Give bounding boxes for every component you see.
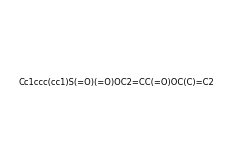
Text: Cc1ccc(cc1)S(=O)(=O)OC2=CC(=O)OC(C)=C2: Cc1ccc(cc1)S(=O)(=O)OC2=CC(=O)OC(C)=C2 <box>19 78 214 87</box>
